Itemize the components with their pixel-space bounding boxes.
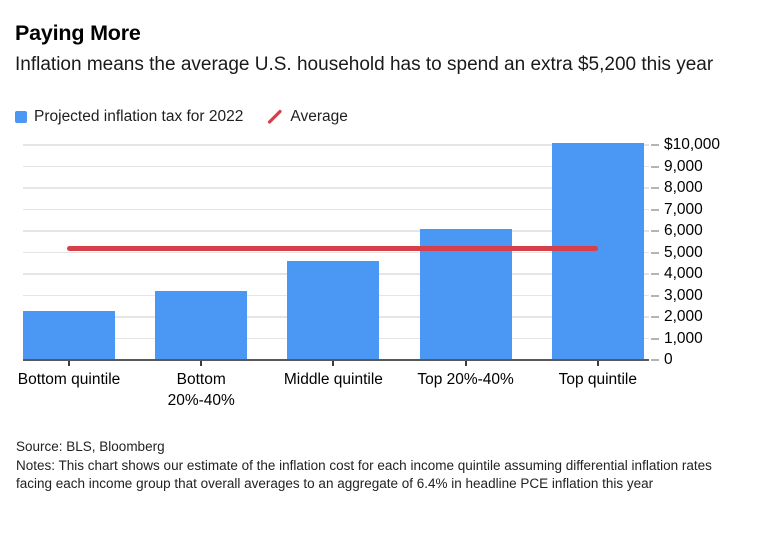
category-label: Bottom 20%-40% — [167, 371, 235, 409]
y-axis-label: 9,000 — [664, 157, 703, 175]
plot-area: 0 1,000 2,000 3,000 4,000 5,000 6,000 7,000 8,00… — [0, 136, 768, 409]
x-axis-tick-icon — [596, 360, 599, 366]
average-line-swatch-icon — [267, 109, 283, 125]
category-label: Middle quintile — [283, 371, 383, 388]
bar — [551, 142, 644, 360]
bar — [155, 291, 248, 360]
y-axis-tick-icon — [651, 144, 659, 146]
gridline — [23, 208, 649, 211]
category-label: Top 20%-40% — [417, 371, 514, 388]
x-axis-tick-icon — [464, 360, 467, 366]
y-axis-label: 4,000 — [664, 265, 703, 282]
gridline — [23, 230, 649, 232]
x-axis-tick-icon — [332, 360, 335, 366]
y-axis-label: 3,000 — [664, 286, 703, 304]
legend: Projected inflation tax for 2022 Average — [15, 107, 348, 127]
bar — [23, 310, 115, 360]
y-axis-tick-icon — [651, 337, 659, 340]
category-label: Top quintile — [558, 371, 637, 388]
y-axis-tick-icon — [651, 316, 659, 318]
y-axis-tick-icon — [651, 273, 659, 275]
gridline — [23, 187, 649, 189]
gridline — [23, 165, 649, 168]
bar-series-swatch-icon — [15, 111, 27, 123]
x-axis-tick-icon — [68, 360, 70, 366]
y-axis-label: 6,000 — [664, 222, 703, 239]
y-axis-tick-icon — [651, 165, 659, 168]
average-line — [67, 245, 598, 251]
y-axis-label: 5,000 — [664, 243, 703, 261]
y-axis-tick-icon — [651, 251, 659, 254]
average-legend-label: Average — [290, 108, 348, 125]
chart-subtitle: Inflation means the average U.S. househo… — [15, 54, 714, 75]
notes-line: Notes: This chart shows our estimate of … — [16, 457, 712, 492]
y-axis-label: $10,000 — [664, 136, 721, 153]
gridline — [23, 251, 649, 254]
y-axis-tick-icon — [651, 187, 659, 189]
x-axis-tick-icon — [200, 360, 203, 366]
gridline — [23, 144, 649, 146]
y-axis-label: 0 — [664, 351, 673, 368]
category-label: Bottom quintile — [17, 371, 121, 388]
y-axis-tick-icon — [651, 359, 659, 361]
chart-title: Paying More — [15, 21, 141, 45]
y-axis-label: 8,000 — [664, 179, 703, 196]
y-axis-tick-icon — [651, 230, 659, 232]
y-axis-label: 7,000 — [664, 200, 703, 218]
y-axis-label: 2,000 — [664, 308, 703, 325]
x-axis-baseline — [23, 359, 649, 361]
footnotes: Source: BLS, Bloomberg Notes: This chart… — [16, 438, 728, 494]
bar-series-legend-label: Projected inflation tax for 2022 — [34, 108, 244, 125]
y-axis-label: 1,000 — [664, 329, 703, 347]
source-line: Source: BLS, Bloomberg — [16, 439, 165, 454]
bar — [419, 228, 512, 360]
y-axis-tick-icon — [651, 208, 659, 211]
bar — [287, 261, 380, 360]
y-axis-tick-icon — [651, 294, 659, 297]
